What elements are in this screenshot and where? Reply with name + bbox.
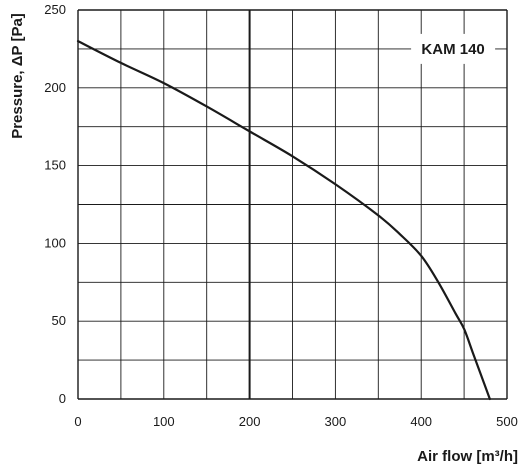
x-tick-label: 400 bbox=[410, 414, 432, 429]
y-tick-label: 200 bbox=[44, 80, 66, 95]
tick-labels: 0 100 200 300 400 500 0 50 100 150 200 250 bbox=[44, 2, 518, 429]
x-tick-label: 300 bbox=[325, 414, 347, 429]
y-tick-label: 150 bbox=[44, 158, 66, 173]
legend-box bbox=[411, 33, 496, 64]
x-tick-label: 100 bbox=[153, 414, 175, 429]
x-axis-title: Air flow [m³/h] bbox=[417, 448, 518, 465]
series-line-kam-140 bbox=[76, 40, 491, 401]
curve-layer bbox=[76, 40, 491, 401]
y-axis-title: Pressure, ΔP [Pa] bbox=[9, 13, 26, 139]
x-tick-label: 0 bbox=[74, 414, 81, 429]
grid bbox=[77, 9, 508, 400]
y-tick-label: 50 bbox=[52, 313, 66, 328]
legend: KAM 140 bbox=[411, 33, 496, 64]
x-tick-label: 200 bbox=[239, 414, 261, 429]
y-tick-label: 100 bbox=[44, 235, 66, 250]
legend-label: KAM 140 bbox=[421, 41, 484, 58]
x-tick-label: 500 bbox=[496, 414, 518, 429]
y-tick-label: 0 bbox=[59, 391, 66, 406]
y-tick-label: 250 bbox=[44, 2, 66, 17]
